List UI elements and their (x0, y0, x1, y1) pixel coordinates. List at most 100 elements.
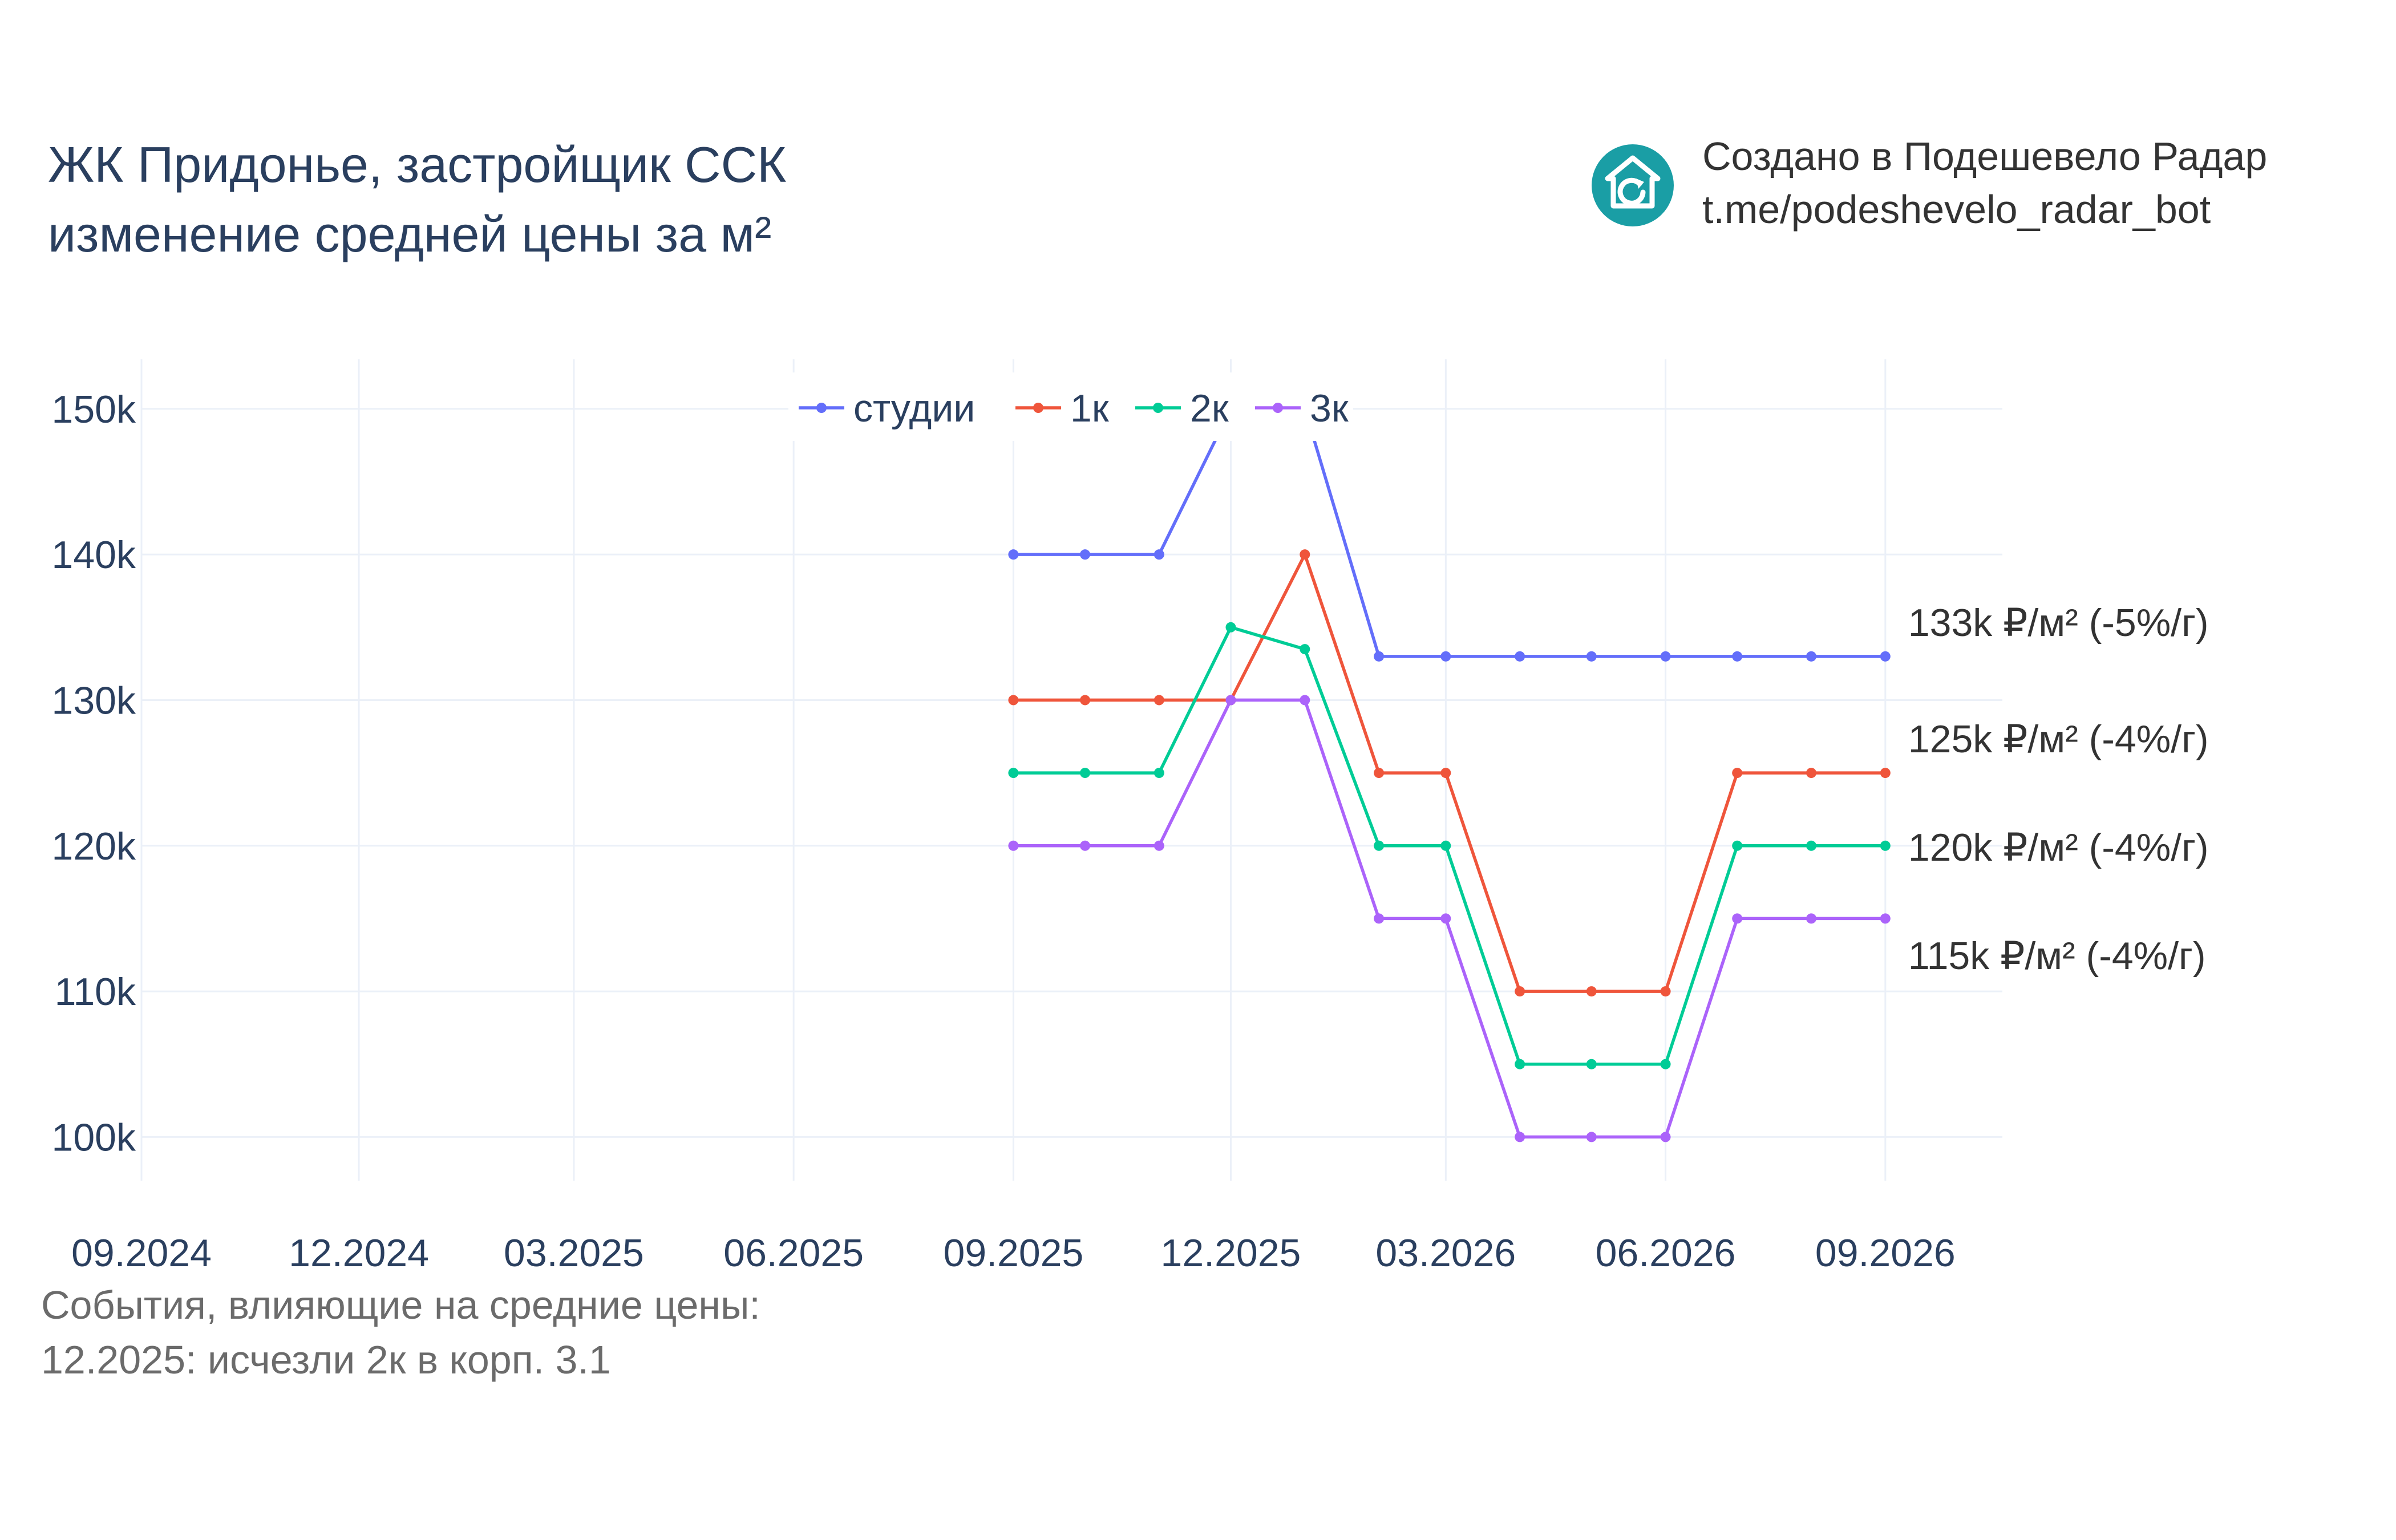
legend-item: 3к (1255, 387, 1349, 430)
x-tick-label: 03.2026 (1375, 1231, 1516, 1275)
data-point (1586, 1132, 1597, 1142)
data-point (1880, 913, 1891, 924)
end-value-label: 115k ₽/м² (-4%/г) (1908, 934, 2206, 978)
legend-label: студии (853, 387, 975, 430)
data-point (1806, 913, 1817, 924)
events-notes: События, влияющие на средние цены: 12.20… (41, 1278, 760, 1387)
data-point (1154, 549, 1164, 560)
y-tick-label: 150k (52, 388, 136, 431)
series-2 (1008, 549, 1891, 997)
data-point (1660, 1132, 1671, 1142)
data-point (1080, 840, 1091, 851)
x-tick-label: 12.2024 (289, 1231, 429, 1275)
data-point (1154, 695, 1164, 706)
data-point (1732, 651, 1743, 662)
y-tick-label: 120k (52, 825, 136, 868)
data-point (1586, 986, 1597, 997)
y-tick-label: 110k (55, 970, 136, 1014)
brand-name: Создано в Подешевело Радар (1702, 134, 2268, 179)
legend-label: 3к (1310, 387, 1349, 430)
data-point (1080, 695, 1091, 706)
data-point (1440, 913, 1451, 924)
data-point (1732, 768, 1743, 779)
data-point (1008, 549, 1019, 560)
x-tick-label: 03.2025 (504, 1231, 644, 1275)
brand-text: Создано в Подешевело Радар t.me/podeshev… (1702, 130, 2267, 236)
legend-marker (1033, 403, 1043, 413)
data-point (1374, 840, 1385, 851)
legend-item: 1к (1015, 387, 1110, 430)
data-point (1080, 549, 1091, 560)
x-tick-label: 09.2025 (944, 1231, 1084, 1275)
data-point (1008, 695, 1019, 706)
data-point (1008, 768, 1019, 779)
end-value-label: 125k ₽/м² (-4%/г) (1908, 718, 2209, 761)
series-line (1013, 407, 1885, 658)
legend-label: 2к (1190, 387, 1229, 430)
brand-link[interactable]: t.me/podeshevelo_radar_bot (1702, 187, 2211, 232)
data-point (1515, 651, 1525, 662)
legend-marker (1153, 403, 1163, 413)
event-item: 12.2025: исчезли 2к в корп. 3.1 (41, 1338, 611, 1382)
data-point (1660, 986, 1671, 997)
chart-title: ЖК Придонье, застройщик ССК изменение ср… (48, 130, 786, 269)
grid (140, 359, 2002, 1181)
y-tick-label: 130k (52, 679, 136, 722)
data-point (1515, 1059, 1525, 1069)
end-value-label: 120k ₽/м² (-4%/г) (1908, 826, 2209, 869)
events-heading: События, влияющие на средние цены: (41, 1283, 760, 1327)
data-point (1440, 768, 1451, 779)
legend: студии 1к 2к 3к (788, 372, 1353, 441)
chart-title-line-1: ЖК Придонье, застройщик ССК (48, 136, 787, 193)
x-tick-label: 06.2025 (723, 1231, 864, 1275)
data-point (1880, 768, 1891, 779)
data-point (1080, 768, 1091, 779)
data-point (1154, 840, 1164, 851)
data-point (1300, 644, 1310, 655)
data-point (1806, 840, 1817, 851)
data-point (1732, 913, 1743, 924)
series-4 (1008, 695, 1891, 1142)
x-axis: 09.2024 12.2024 03.2025 06.2025 09.2025 12.20… (71, 1231, 1956, 1275)
data-point (1374, 651, 1385, 662)
data-point (1225, 622, 1236, 633)
x-tick-label: 06.2026 (1596, 1231, 1736, 1275)
data-point (1660, 651, 1671, 662)
data-point (1225, 695, 1236, 706)
data-point (1586, 651, 1597, 662)
x-tick-label: 12.2025 (1161, 1231, 1301, 1275)
data-point (1660, 1059, 1671, 1069)
data-point (1374, 913, 1385, 924)
data-point (1300, 549, 1310, 560)
data-point (1806, 651, 1817, 662)
data-point (1732, 840, 1743, 851)
end-value-label: 133k ₽/м² (-5%/г) (1908, 601, 2209, 645)
series-1 (1008, 403, 1891, 662)
chart-title-line-2: изменение средней цены за м² (48, 206, 772, 262)
data-point (1154, 768, 1164, 779)
series-group (1008, 403, 1891, 1142)
series-3 (1008, 622, 1891, 1069)
data-point (1515, 1132, 1525, 1142)
data-point (1806, 768, 1817, 779)
data-point (1880, 651, 1891, 662)
data-point (1008, 840, 1019, 851)
legend-item: 2к (1135, 387, 1229, 430)
house-refresh-icon (1592, 144, 1674, 226)
data-point (1440, 651, 1451, 662)
y-tick-label: 140k (52, 533, 136, 577)
data-point (1586, 1059, 1597, 1069)
legend-label: 1к (1070, 387, 1110, 430)
y-axis: 100k 110k 120k 130k 140k 150k (52, 388, 136, 1160)
legend-marker (1273, 403, 1283, 413)
data-point (1440, 840, 1451, 851)
data-point (1374, 768, 1385, 779)
legend-marker (816, 403, 827, 413)
end-labels: 133k ₽/м² (-5%/г) 125k ₽/м² (-4%/г) 120k ₽… (1908, 601, 2209, 978)
y-tick-label: 100k (52, 1116, 136, 1159)
data-point (1300, 695, 1310, 706)
x-tick-label: 09.2024 (71, 1231, 212, 1275)
legend-item: студии (799, 387, 975, 430)
